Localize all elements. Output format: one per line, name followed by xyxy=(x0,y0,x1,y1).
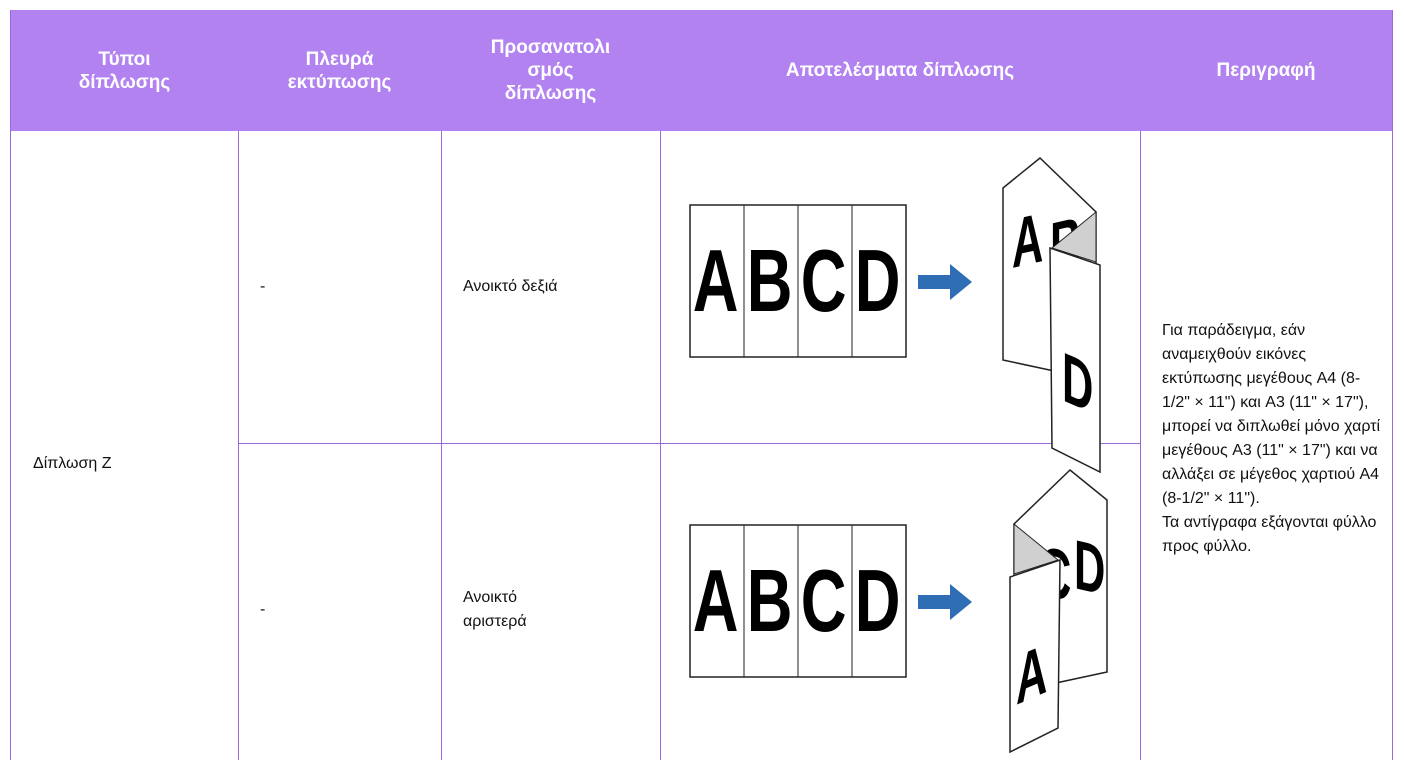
orientation-text: Ανοικτό αριστερά xyxy=(463,588,527,630)
orientation-cell: Ανοικτό αριστερά xyxy=(441,443,661,760)
result-cell xyxy=(660,131,1141,444)
type-text: Δίπλωση Z xyxy=(33,454,112,472)
description-cell: Για παράδειγμα, εάν αναμειχθούν εικόνες … xyxy=(1140,131,1393,760)
header-text: Πλευρά εκτύπωσης xyxy=(287,48,392,93)
result-cell xyxy=(660,443,1141,760)
header-cell: Αποτελέσματα δίπλωσης xyxy=(660,10,1141,131)
side-text: - xyxy=(260,600,266,618)
side-text: - xyxy=(260,278,266,295)
sheet-letter: D xyxy=(855,233,901,331)
header-cell: Τύποι δίπλωσης xyxy=(10,10,239,131)
sheet-letter: D xyxy=(855,553,901,651)
description-paragraph: Τα αντίγραφα εξάγονται φύλλο προς φύλλο. xyxy=(1162,513,1377,555)
header-cell: Προσανατολισμός δίπλωσης xyxy=(441,10,661,131)
sheet-letter: B xyxy=(747,233,793,331)
sheet-letter: A xyxy=(693,233,739,331)
arrow xyxy=(918,264,972,300)
arrow xyxy=(918,584,972,620)
fold-panel xyxy=(1049,246,1101,474)
orientation-text: Ανοικτό δεξιά xyxy=(463,278,558,295)
folded-letter: A xyxy=(1012,199,1043,284)
header-cell: Πλευρά εκτύπωσης xyxy=(238,10,442,131)
fold-panel xyxy=(1009,558,1061,754)
folded-letter: D xyxy=(1062,337,1093,429)
folded-letter: A xyxy=(1016,628,1047,720)
sheet-letter: C xyxy=(801,553,847,651)
side-cell: - xyxy=(238,443,442,760)
fold-shadow xyxy=(1013,522,1060,575)
header-text: Αποτελέσματα δίπλωσης xyxy=(785,60,1015,81)
header-cell: Περιγραφή xyxy=(1140,10,1393,131)
header-text: Τύποι δίπλωσης xyxy=(78,48,171,93)
sheet-letter: A xyxy=(693,553,739,651)
orientation-cell: Ανοικτό δεξιά xyxy=(441,131,661,444)
fold-left-illustration: A B C D C D A xyxy=(689,468,1108,754)
header-text: Περιγραφή xyxy=(1216,60,1316,81)
sheet-letter: B xyxy=(747,553,793,651)
header-text: Προσανατολισμός δίπλωσης xyxy=(490,37,611,104)
folded-letter: D xyxy=(1074,526,1105,611)
fold-shadow xyxy=(1050,210,1097,263)
fold-right-illustration: A B C D A B D xyxy=(689,156,1101,474)
sheet-letter: C xyxy=(801,233,847,331)
side-cell: - xyxy=(238,131,442,444)
description-paragraph: Για παράδειγμα, εάν αναμειχθούν εικόνες … xyxy=(1162,321,1381,507)
description: Για παράδειγμα, εάν αναμειχθούν εικόνες … xyxy=(1162,319,1382,559)
type-cell: Δίπλωση Z xyxy=(10,131,239,760)
